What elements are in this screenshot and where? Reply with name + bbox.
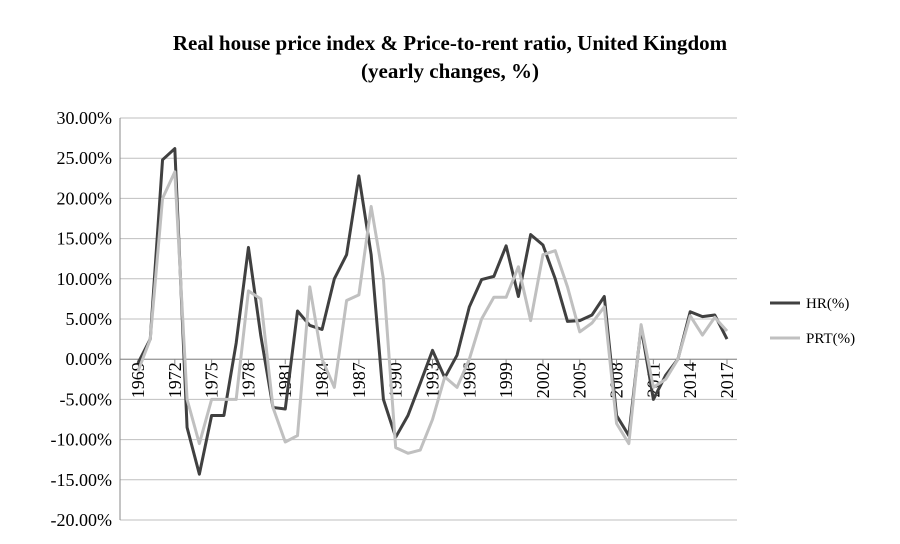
y-tick-label: 20.00% bbox=[57, 188, 113, 208]
x-tick-label: 1993 bbox=[423, 362, 443, 398]
y-tick-label: 25.00% bbox=[57, 148, 113, 168]
x-tick-label: 1969 bbox=[128, 362, 148, 398]
x-tick-label: 2017 bbox=[717, 362, 737, 398]
x-tick-label: 2005 bbox=[570, 362, 590, 398]
x-tick-label: 1978 bbox=[238, 362, 258, 398]
y-tick-label: -15.00% bbox=[51, 470, 113, 490]
series-line bbox=[136, 147, 729, 476]
y-tick-label: 10.00% bbox=[57, 269, 113, 289]
y-tick-label: 30.00% bbox=[57, 108, 113, 128]
x-tick-label: 2014 bbox=[680, 362, 700, 398]
y-tick-label: -5.00% bbox=[60, 389, 113, 409]
legend-label: HR(%) bbox=[806, 296, 849, 312]
chart-title: Real house price index & Price-to-rent r… bbox=[173, 31, 728, 55]
y-tick-label: 5.00% bbox=[66, 309, 113, 329]
x-tick-label: 1972 bbox=[165, 362, 185, 398]
x-tick-label: 1975 bbox=[202, 362, 222, 398]
x-tick-label: 1981 bbox=[275, 362, 295, 398]
y-tick-label: 0.00% bbox=[66, 349, 113, 369]
legend-label: PRT(%) bbox=[806, 331, 855, 347]
x-tick-label: 1987 bbox=[349, 362, 369, 398]
x-tick-label: 1999 bbox=[496, 362, 516, 398]
series-line bbox=[136, 170, 729, 455]
chart-subtitle: (yearly changes, %) bbox=[361, 59, 539, 83]
x-tick-label: 1996 bbox=[459, 362, 479, 398]
y-tick-label: -10.00% bbox=[51, 430, 113, 450]
y-tick-label: 15.00% bbox=[57, 229, 113, 249]
y-tick-label: -20.00% bbox=[51, 510, 113, 530]
x-tick-label: 1984 bbox=[312, 362, 332, 398]
x-tick-label: 2002 bbox=[533, 362, 553, 398]
